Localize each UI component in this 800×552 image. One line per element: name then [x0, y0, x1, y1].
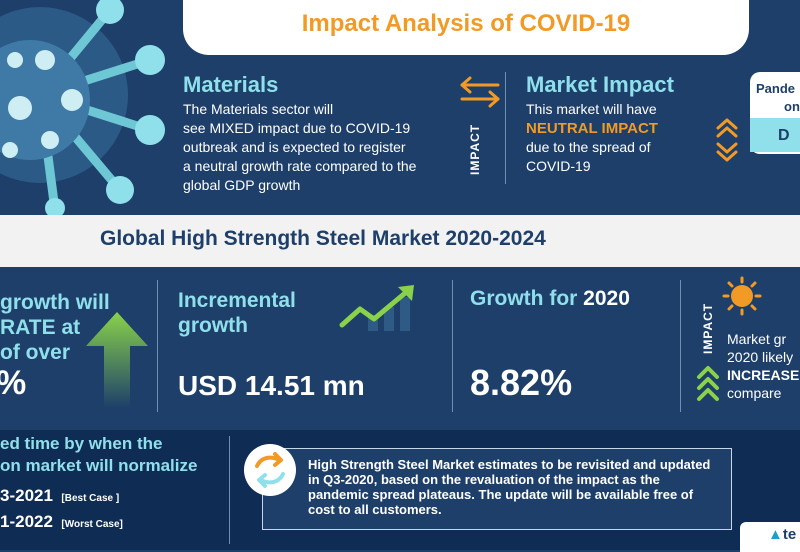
- right-impact-line: 2020 likely: [727, 349, 794, 365]
- market-impact-line: This market will have: [526, 101, 657, 117]
- best-case-years: 3-2021: [0, 486, 53, 505]
- incremental-line: Incremental: [178, 289, 296, 312]
- divider: [229, 436, 230, 544]
- worst-case-years: 1-2022: [0, 512, 53, 531]
- sun-icon: [722, 276, 762, 321]
- market-title: Global High Strength Steel Market 2020-2…: [100, 227, 546, 250]
- growth-2020-value: 8.82%: [470, 362, 573, 403]
- pandemic-value-box: [750, 118, 800, 152]
- trend-line-icon: [338, 283, 420, 338]
- virus-decoration: [0, 0, 185, 218]
- brand-text: te: [782, 526, 797, 543]
- chevron-up-icon: [696, 364, 720, 409]
- growth-line: RATE at: [0, 316, 81, 339]
- increase-highlight: INCREASE: [727, 367, 800, 383]
- impact-label: IMPACT: [468, 123, 482, 175]
- normalize-line: on market will normalize: [0, 456, 198, 475]
- brand-chip: [740, 522, 800, 552]
- pandemic-line: Pande: [756, 81, 796, 96]
- divider: [505, 72, 506, 184]
- page-title: Impact Analysis of COVID-19: [301, 10, 631, 37]
- growth-2020-label: Growth for: [470, 287, 584, 310]
- growth-line: growth will: [0, 291, 110, 314]
- incremental-value: USD 14.51 mn: [178, 370, 365, 401]
- up-down-arrows-icon: [712, 118, 742, 167]
- worst-case-tag: [Worst Case]: [61, 519, 123, 530]
- materials-text: The Materials sector will see MIXED impa…: [183, 100, 473, 195]
- up-arrow-icon: [86, 312, 148, 413]
- right-impact-line: compare: [727, 385, 782, 401]
- brand-logo-icon: ▲te: [768, 526, 797, 543]
- divider: [157, 280, 158, 412]
- swap-arrows-icon: [458, 76, 502, 113]
- normalize-line: ed time by when the: [0, 434, 163, 453]
- divider: [452, 280, 453, 412]
- right-impact-text: Market gr 2020 likely INCREASE compare: [727, 330, 799, 402]
- market-impact-text: This market will have NEUTRAL IMPACT due…: [526, 100, 726, 176]
- pandemic-value: D: [778, 127, 790, 144]
- growth-2020-year: 2020: [583, 287, 630, 310]
- normalize-title: ed time by when the on market will norma…: [0, 433, 197, 477]
- market-impact-line: COVID-19: [526, 158, 591, 174]
- materials-line: outbreak and is expected to register: [183, 139, 406, 155]
- worst-case-row: 1-2022 [Worst Case]: [0, 512, 123, 532]
- growth-2020-title: Growth for 2020: [470, 286, 630, 311]
- impact-label-right: IMPACT: [701, 302, 715, 354]
- materials-title: Materials: [183, 72, 279, 97]
- pandemic-line: on: [784, 99, 800, 114]
- materials-line: see MIXED impact due to COVID-19: [183, 120, 411, 136]
- virus-icon: [0, 0, 165, 218]
- materials-line: global GDP growth: [183, 177, 301, 193]
- header-banner: [183, 0, 749, 55]
- materials-line: a neutral growth rate compared to the: [183, 158, 417, 174]
- title-band: [0, 215, 800, 267]
- growth-value: %: [0, 364, 26, 403]
- incremental-line: growth: [178, 314, 248, 337]
- growth-text: growth will RATE at of over: [0, 290, 110, 365]
- note-box: [262, 448, 732, 530]
- best-case-row: 3-2021 [Best Case ]: [0, 486, 119, 506]
- note-text: High Strength Steel Market estimates to …: [308, 457, 711, 517]
- market-impact-title: Market Impact: [526, 72, 674, 97]
- divider: [680, 280, 681, 412]
- pandemic-title: Pande on: [756, 80, 800, 116]
- market-impact-line: due to the spread of: [526, 139, 651, 155]
- materials-line: The Materials sector will: [183, 101, 334, 117]
- refresh-icon: [242, 442, 298, 503]
- growth-line: of over: [0, 341, 71, 364]
- best-case-tag: [Best Case ]: [61, 493, 120, 504]
- incremental-title: Incremental growth: [178, 288, 296, 338]
- neutral-impact-highlight: NEUTRAL IMPACT: [526, 120, 658, 137]
- right-impact-line: Market gr: [727, 331, 787, 347]
